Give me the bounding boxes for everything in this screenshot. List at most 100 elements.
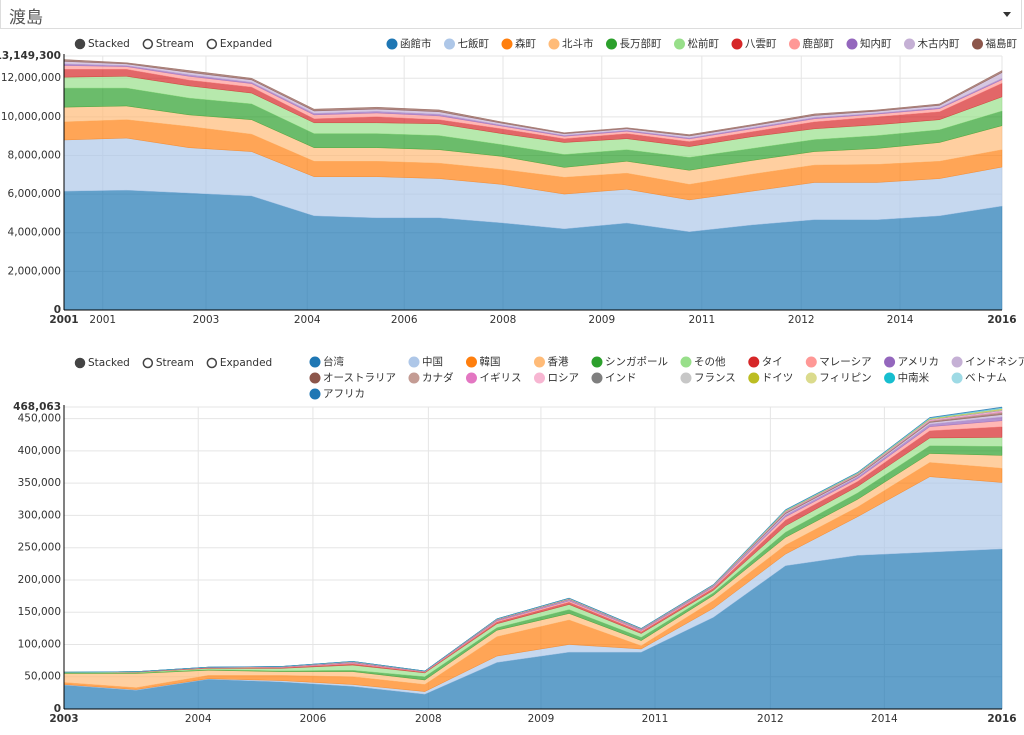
legend-label[interactable]: オーストラリア	[323, 372, 396, 384]
legend-marker[interactable]	[748, 356, 760, 368]
legend-marker[interactable]	[748, 372, 760, 384]
legend-label[interactable]: タイ	[762, 356, 783, 368]
dropdown-arrow	[1003, 12, 1011, 17]
legend-label[interactable]: インド	[605, 372, 637, 384]
legend-marker[interactable]	[904, 38, 915, 50]
legend-label[interactable]: 鹿部町	[803, 37, 835, 50]
legend-label[interactable]: 森町	[515, 37, 536, 50]
legend-marker[interactable]	[309, 356, 321, 368]
control-radio[interactable]	[142, 357, 154, 369]
legend-marker[interactable]	[591, 372, 603, 384]
legend-label[interactable]: 函館市	[400, 37, 432, 50]
y-tick-label: 300,000	[18, 509, 61, 521]
legend-marker[interactable]	[533, 372, 545, 384]
legend-label[interactable]: ベトナム	[965, 372, 1007, 384]
control-radio[interactable]	[74, 38, 86, 50]
legend-label[interactable]: シンガポール	[605, 356, 668, 368]
control-radio[interactable]	[74, 357, 86, 369]
legend-marker[interactable]	[386, 38, 398, 50]
y-tick-label: 4,000,000	[8, 227, 61, 239]
y-tick-label: 0	[54, 304, 61, 316]
region-title: 渡島	[9, 8, 43, 28]
legend-marker[interactable]	[731, 38, 743, 50]
legend-marker[interactable]	[972, 38, 983, 50]
legend-label[interactable]: 長万部町	[620, 37, 662, 50]
legend-label[interactable]: 福島町	[986, 37, 1018, 50]
legend-label[interactable]: 知内町	[860, 37, 892, 50]
legend-marker[interactable]	[805, 356, 817, 368]
legend-marker[interactable]	[444, 38, 455, 50]
y-tick-label: 50,000	[24, 671, 61, 683]
legend-marker[interactable]	[805, 372, 817, 384]
control-label[interactable]: Expanded	[220, 357, 272, 369]
x-tick-label: 2008	[490, 314, 517, 326]
control-label[interactable]: Stacked	[88, 38, 130, 50]
legend-label[interactable]: マレーシア	[819, 356, 871, 368]
legend-label[interactable]: イギリス	[479, 372, 521, 384]
legend-marker[interactable]	[884, 372, 896, 384]
legend-label[interactable]: ドイツ	[762, 372, 794, 384]
control-label[interactable]: Stacked	[88, 357, 130, 369]
y-tick-label: 8,000,000	[8, 149, 61, 161]
y-tick-label: 468,063	[13, 401, 61, 413]
y-tick-label: 13,149,300	[0, 50, 61, 62]
x-tick-label: 2014	[887, 314, 914, 326]
x-tick-label: 2009	[528, 713, 555, 725]
legend-label[interactable]: 中国	[422, 355, 443, 368]
legend-marker[interactable]	[309, 388, 321, 400]
legend-label[interactable]: 韓国	[479, 356, 500, 368]
legend-marker[interactable]	[789, 38, 800, 50]
control-label[interactable]: Expanded	[220, 38, 272, 50]
legend-label[interactable]: 北斗市	[562, 37, 594, 50]
legend-marker[interactable]	[680, 372, 692, 384]
legend-label[interactable]: アフリカ	[323, 388, 365, 400]
legend-label[interactable]: 七飯町	[458, 37, 490, 50]
legend-marker[interactable]	[951, 372, 963, 384]
legend-label[interactable]: 木古内町	[918, 37, 960, 50]
legend-label[interactable]: 八雲町	[745, 38, 777, 50]
legend-label[interactable]: フランス	[694, 372, 736, 384]
legend-marker[interactable]	[548, 38, 560, 50]
legend-marker[interactable]	[408, 372, 420, 384]
x-tick-label: 2012	[757, 713, 784, 725]
legend-marker[interactable]	[501, 38, 513, 50]
y-tick-label: 12,000,000	[1, 72, 61, 84]
legend-label[interactable]: その他	[694, 355, 726, 368]
legend-marker[interactable]	[884, 356, 896, 368]
legend-label[interactable]: 中南米	[898, 371, 930, 384]
y-tick-label: 200,000	[18, 574, 61, 586]
legend-marker[interactable]	[951, 356, 963, 368]
legend-label[interactable]: ロシア	[547, 372, 579, 384]
legend-marker[interactable]	[846, 38, 858, 50]
x-tick-label: 2014	[871, 713, 898, 725]
legend-marker[interactable]	[533, 356, 545, 368]
region-selector[interactable]: 渡島	[0, 0, 1022, 29]
y-tick-label: 250,000	[18, 542, 61, 554]
legend-label[interactable]: フィリピン	[819, 372, 871, 384]
legend-marker[interactable]	[674, 38, 685, 50]
x-tick-label: 2011	[688, 314, 715, 326]
control-radio[interactable]	[142, 38, 154, 50]
control-radio[interactable]	[206, 38, 218, 50]
x-tick-label: 2004	[294, 314, 321, 326]
legend-label[interactable]: アメリカ	[898, 356, 939, 368]
legend-marker[interactable]	[408, 356, 420, 368]
legend-label[interactable]: インドネシア	[965, 356, 1024, 368]
x-tick-label: 2003	[49, 713, 78, 725]
legend-marker[interactable]	[309, 372, 321, 384]
legend-label[interactable]: 香港	[547, 356, 568, 368]
legend-label[interactable]: 台湾	[323, 355, 344, 368]
control-radio[interactable]	[206, 357, 218, 369]
legend-marker[interactable]	[591, 356, 603, 368]
control-label[interactable]: Stream	[156, 38, 194, 50]
y-tick-label: 10,000,000	[1, 111, 61, 123]
legend-label[interactable]: 松前町	[688, 37, 720, 50]
control-label[interactable]: Stream	[156, 357, 194, 369]
legend-label[interactable]: カナダ	[422, 371, 454, 384]
x-tick-label: 2008	[415, 713, 442, 725]
legend-marker[interactable]	[465, 372, 477, 384]
legend-marker[interactable]	[606, 38, 617, 50]
legend-marker[interactable]	[680, 356, 692, 368]
legend-marker[interactable]	[465, 356, 477, 368]
